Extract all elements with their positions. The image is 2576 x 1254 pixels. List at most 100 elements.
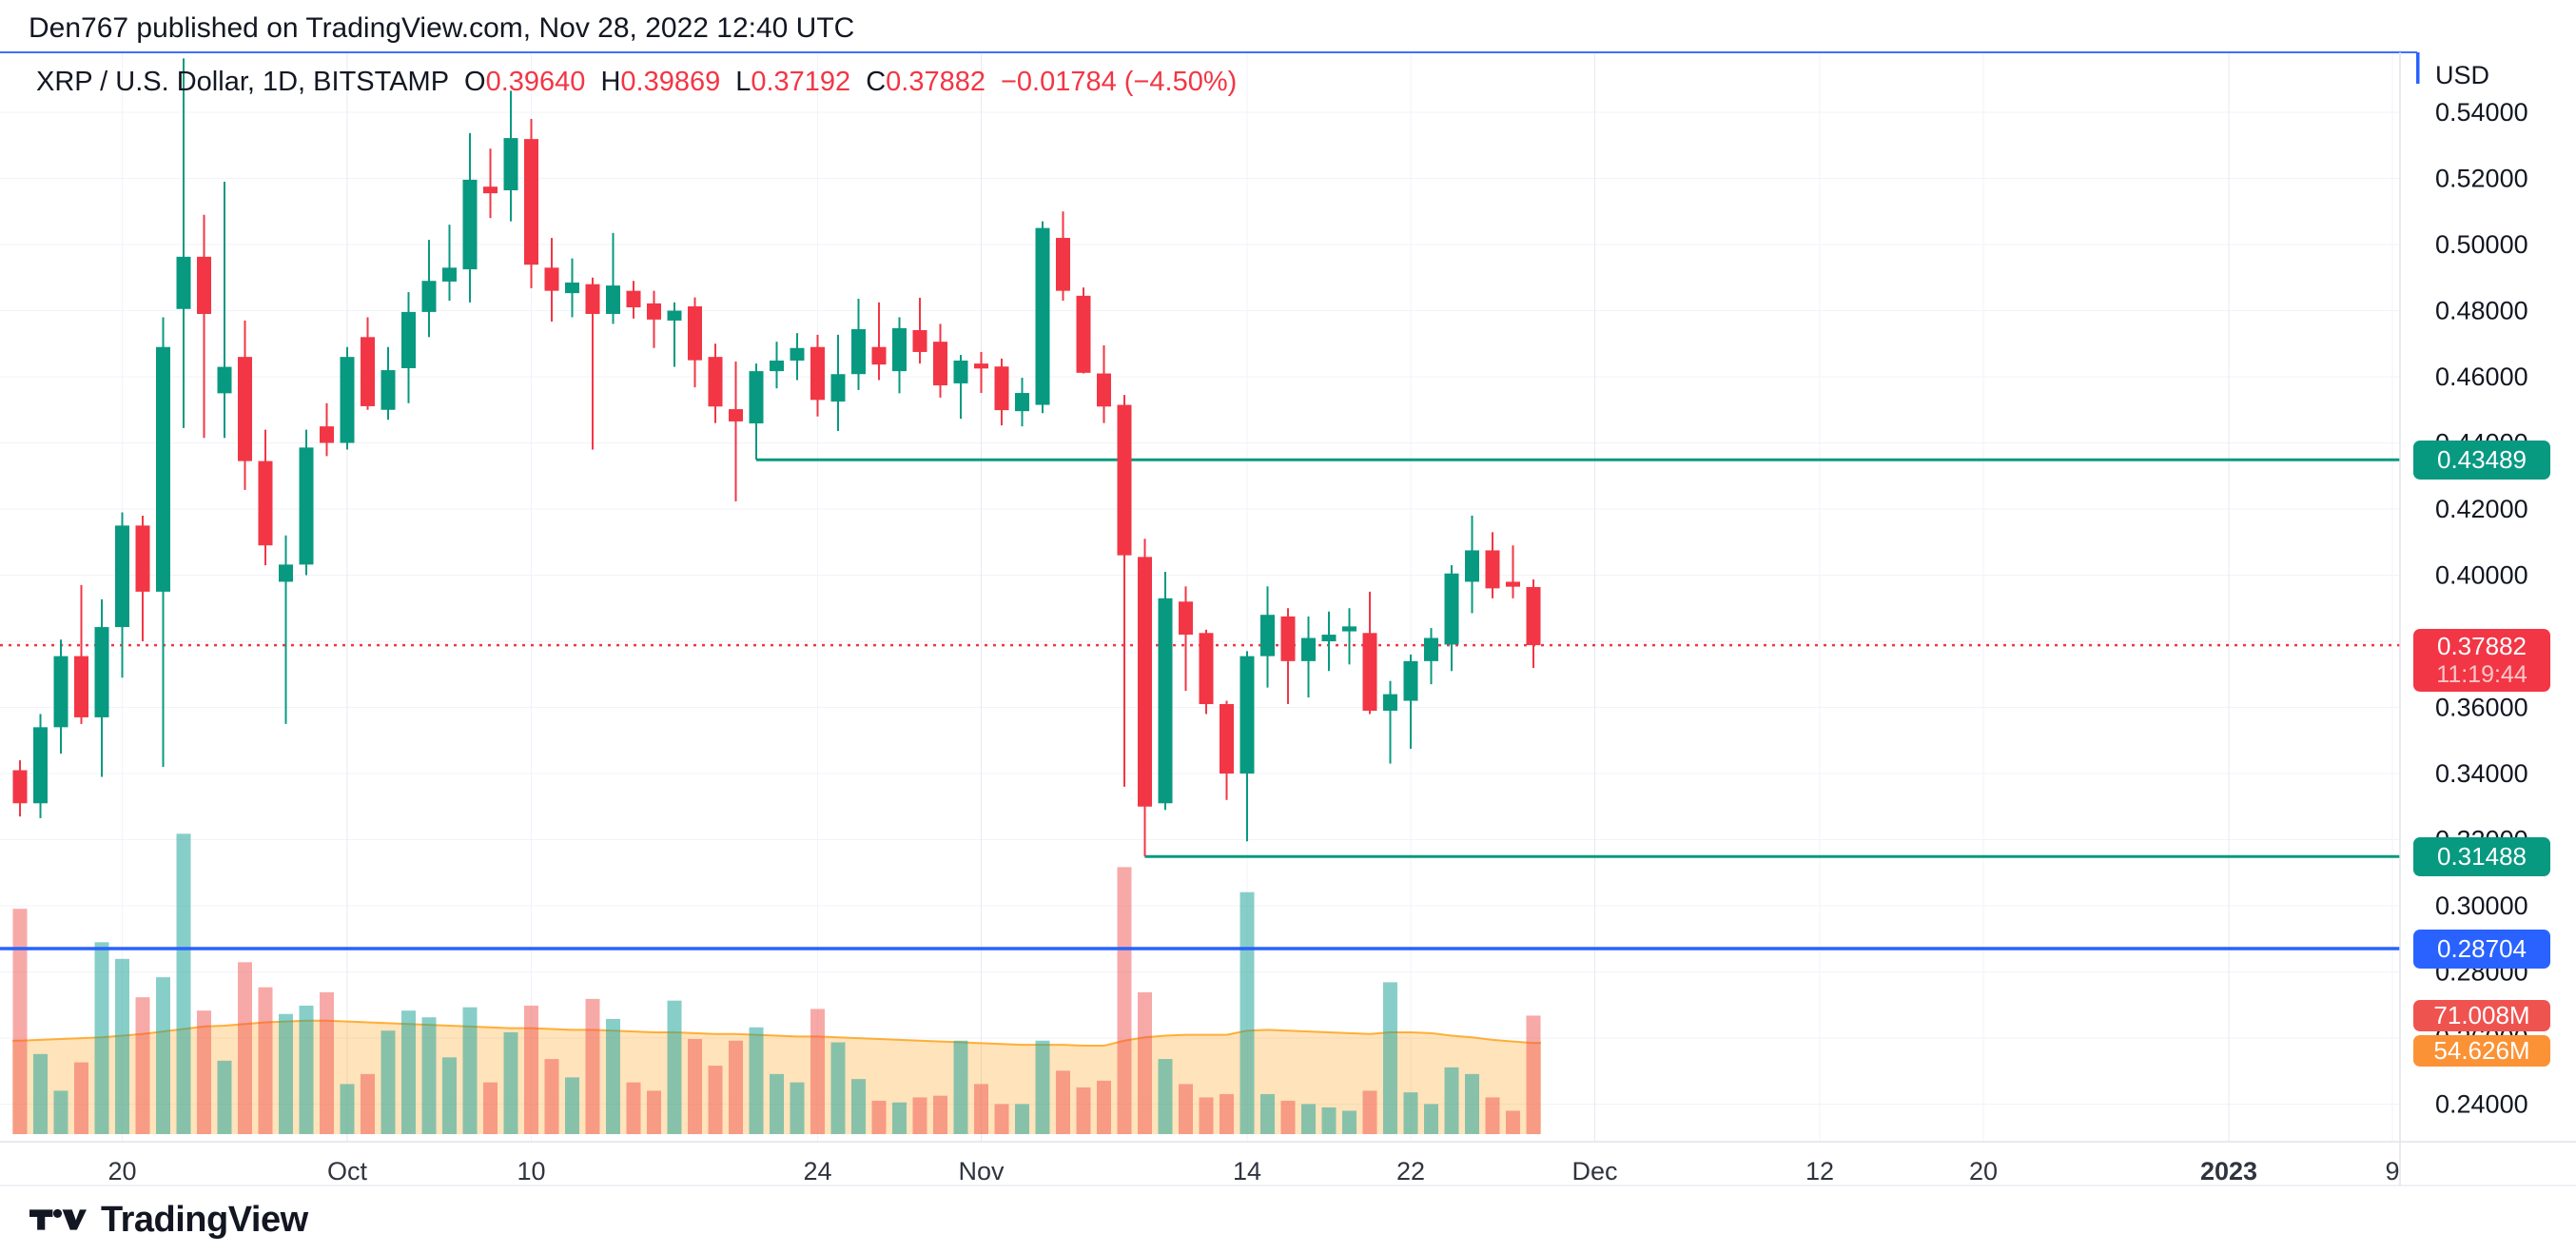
volume-bar — [647, 1090, 661, 1134]
candle-body — [1056, 238, 1070, 291]
volume-bar — [912, 1097, 927, 1134]
candle-body — [238, 357, 252, 461]
volume-bar — [1239, 892, 1255, 1134]
time-tick-label[interactable]: 2023 — [2200, 1157, 2257, 1185]
time-tick-label[interactable]: 24 — [803, 1157, 831, 1185]
candle-body — [912, 330, 927, 352]
candle-body — [1424, 637, 1438, 661]
time-tick-label[interactable]: 14 — [1233, 1157, 1261, 1185]
candle-body — [585, 284, 600, 314]
volume-bar — [12, 909, 28, 1134]
volume-bar — [1403, 1092, 1418, 1134]
volume-bar — [1485, 1097, 1500, 1134]
candle-body — [1097, 373, 1111, 407]
price-tick-label[interactable]: 0.52000 — [2435, 165, 2528, 193]
volume-bar — [1076, 1087, 1091, 1134]
time-tick-label[interactable]: 22 — [1396, 1157, 1425, 1185]
price-tick-label[interactable]: 0.36000 — [2435, 694, 2528, 722]
candle-body — [1280, 616, 1296, 661]
symbol-legend[interactable]: XRP / U.S. Dollar, 1D, BITSTAMP O0.39640… — [36, 67, 1237, 98]
volume-bar — [381, 1030, 396, 1134]
volume-bar — [688, 1039, 702, 1134]
price-tick-label[interactable]: 0.40000 — [2435, 561, 2528, 590]
volume-label-current: 71.008M — [2413, 999, 2550, 1031]
candle-body — [1158, 598, 1173, 804]
candle-body — [1015, 393, 1029, 412]
candle-body — [647, 303, 661, 320]
volume-bar — [585, 998, 600, 1134]
price-tick-label[interactable]: 0.24000 — [2435, 1090, 2528, 1119]
volume-bar — [156, 977, 170, 1134]
ohlc-high: H0.39869 — [600, 67, 721, 97]
candle-body — [53, 656, 68, 728]
price-tick-label[interactable]: 0.30000 — [2435, 892, 2528, 920]
volume-bar — [708, 1066, 723, 1134]
volume-bar — [115, 958, 129, 1134]
volume-bar — [1117, 867, 1132, 1134]
candle-body — [892, 327, 907, 372]
ohlc-low: L0.37192 — [735, 67, 851, 97]
candle-body — [258, 460, 273, 546]
candle-body — [1260, 615, 1275, 656]
tradingview-logo[interactable]: TradingView — [29, 1199, 308, 1241]
candle-body — [708, 357, 723, 407]
volume-bar — [974, 1084, 988, 1134]
volume-bar — [892, 1102, 907, 1134]
volume-bar — [197, 1010, 211, 1134]
countdown-timer: 11:19:44 — [2436, 661, 2527, 689]
price-scale-top-tick — [2416, 52, 2420, 84]
candle-body — [626, 290, 641, 308]
volume-bar — [1199, 1097, 1214, 1134]
candle-body — [503, 138, 518, 191]
volume-bar — [1015, 1104, 1029, 1134]
candle-body — [1220, 704, 1234, 774]
volume-bar — [74, 1062, 88, 1134]
candle-body — [462, 179, 478, 270]
volume-bar — [1526, 1015, 1541, 1134]
volume-bar — [544, 1059, 559, 1134]
volume-bar — [217, 1060, 232, 1134]
time-tick-label[interactable]: Dec — [1571, 1157, 1617, 1185]
candle-body — [94, 627, 109, 717]
candle-body — [401, 311, 416, 368]
time-tick-label[interactable]: Oct — [327, 1157, 368, 1185]
candle-body — [135, 525, 150, 592]
price-tick-label[interactable]: 0.42000 — [2435, 495, 2528, 523]
price-tick-label[interactable]: 0.34000 — [2435, 759, 2528, 788]
candle-body — [1035, 227, 1050, 405]
volume-bar — [810, 1009, 825, 1134]
candle-body — [1199, 633, 1214, 705]
volume-bar — [503, 1032, 518, 1134]
price-tick-label[interactable]: 0.50000 — [2435, 230, 2528, 259]
candle-body — [749, 371, 764, 423]
candle-body — [871, 346, 887, 365]
candle-body — [688, 305, 702, 361]
volume-bar — [626, 1082, 641, 1134]
symbol-title[interactable]: XRP / U.S. Dollar, 1D, BITSTAMP — [36, 67, 450, 97]
price-tick-label[interactable]: 0.46000 — [2435, 362, 2528, 391]
volume-bar — [933, 1095, 947, 1134]
volume-bar — [871, 1100, 887, 1134]
candle-body — [851, 328, 866, 375]
candle-body — [1117, 404, 1132, 556]
price-tick-label[interactable]: 0.48000 — [2435, 297, 2528, 325]
volume-bar — [1383, 982, 1397, 1134]
volume-bar — [1280, 1100, 1296, 1134]
time-tick-label[interactable]: 10 — [517, 1157, 545, 1185]
candle-body — [1138, 557, 1152, 807]
volume-bar — [442, 1057, 457, 1134]
candle-body — [830, 374, 846, 402]
price-tick-label[interactable]: 0.54000 — [2435, 98, 2528, 127]
candle-body — [974, 363, 988, 369]
volume-bar — [1138, 991, 1152, 1134]
time-tick-label[interactable]: Nov — [958, 1157, 1005, 1185]
candle-body — [1342, 626, 1356, 632]
volume-bar — [524, 1005, 538, 1134]
candle-body — [1076, 295, 1091, 373]
volume-bar — [1321, 1107, 1337, 1134]
time-tick-label[interactable]: 9 — [2385, 1157, 2399, 1185]
time-tick-label[interactable]: 20 — [1969, 1157, 1998, 1185]
time-tick-label[interactable]: 20 — [107, 1157, 136, 1185]
time-tick-label[interactable]: 12 — [1805, 1157, 1834, 1185]
